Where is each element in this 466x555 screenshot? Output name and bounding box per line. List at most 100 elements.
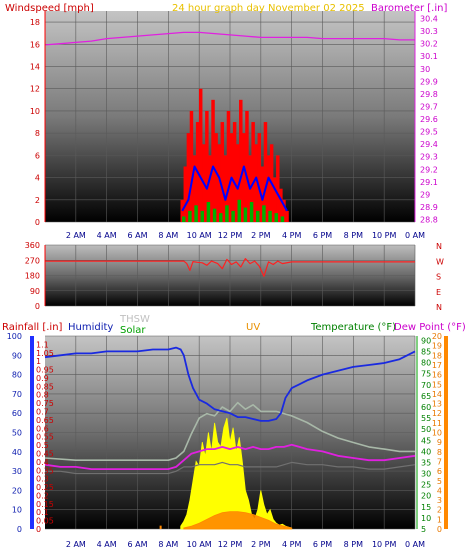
barometer-tick-label: 29.2 — [420, 165, 438, 174]
windspeed-tick-label: 8 — [35, 129, 40, 138]
temperature-tick-label: 5 — [421, 525, 426, 534]
barometer-tick-label: 30 — [420, 65, 430, 74]
wind-direction-line — [45, 258, 415, 277]
rainfall-tick-label: 0.35 — [36, 466, 54, 475]
wind-avg-bar — [219, 213, 223, 222]
wind-x-tick-label: 6 AM — [127, 231, 147, 240]
rainfall-tick-label: 0.15 — [36, 500, 54, 509]
temperature-tick-label: 90 — [421, 336, 431, 345]
barometer-tick-label: 29 — [420, 190, 430, 199]
windspeed-tick-label: 16 — [30, 40, 40, 49]
barometer-tick-label: 29.1 — [420, 178, 438, 187]
solar-tick-label: 19 — [432, 342, 442, 351]
wind-barometer-panel: 0 2 4 6 8 10 12 14 16 18 28.8 28.9 29 29.1 29.2 29.3 29… — [5, 3, 447, 240]
rainfall-tick-label: 0.9 — [36, 374, 49, 383]
wind-avg-bar — [280, 216, 285, 222]
solar-tick-label: 0 — [437, 525, 442, 534]
wind-x-tick-label: 0 AM — [405, 231, 425, 240]
temperature-tick-label: 50 — [421, 425, 431, 434]
wind-avg-bar — [256, 210, 260, 222]
wind-gust-bar — [279, 188, 283, 222]
temp-x-tick-label: 12 PM — [218, 540, 243, 549]
temperature-tick-label: 85 — [421, 348, 431, 357]
humidity-tick-label: 20 — [12, 486, 22, 495]
solar-tick-label: 16 — [432, 371, 442, 380]
temperature-tick-label: 40 — [421, 447, 431, 456]
temperature-y-ticks: 5 10 15 20 25 30 35 40 45 50 55 60 65 70 75 80 85 90 — [421, 336, 431, 534]
wind-x-ticks: 2 AM 4 AM 6 AM 8 AM 10 AM 12 PM 2 PM 4 PM 6 PM 8 … — [66, 231, 425, 240]
wind-gust-bar — [254, 144, 258, 222]
solar-tick-label: 15 — [432, 380, 442, 389]
solar-tick-label: 6 — [437, 467, 442, 476]
temperature-tick-label: 45 — [421, 436, 431, 445]
windspeed-tick-label: 4 — [35, 174, 40, 183]
wind-avg-bar — [206, 202, 211, 222]
uv-label: UV — [246, 322, 260, 333]
solar-tick-label: 14 — [432, 390, 442, 399]
thsw-line — [44, 401, 415, 462]
direction-y-ticks: 0 90 180 270 360 — [25, 241, 40, 311]
wind-gust-bar — [272, 177, 277, 222]
wind-gust-bar — [239, 99, 243, 222]
windspeed-tick-label: 2 — [35, 196, 40, 205]
solar-tick-label: 17 — [432, 361, 442, 370]
humidity-label: Humidity — [68, 322, 113, 333]
wind-x-tick-label: 2 AM — [66, 231, 86, 240]
solar-tick-label: 7 — [437, 457, 442, 466]
rainfall-bar — [282, 527, 285, 529]
solar-axis-bar — [444, 336, 448, 529]
barometer-tick-label: 30.1 — [420, 52, 438, 61]
wind-x-tick-label: 8 AM — [158, 231, 178, 240]
wind-gust-bar — [223, 155, 228, 222]
temp-gridlines — [45, 335, 416, 530]
wind-gust-bar — [186, 133, 191, 222]
barometer-tick-label: 29.7 — [420, 102, 438, 111]
rainfall-tick-label: 0.25 — [36, 483, 54, 492]
barometer-y-ticks: 28.8 28.9 29 29.1 29.2 29.3 29.4 29.5 29.6 29.7 29… — [420, 15, 438, 225]
barometer-tick-label: 30.2 — [420, 40, 438, 49]
temp-x-tick-label: 2 PM — [251, 540, 270, 549]
wind-gust-bar — [282, 199, 286, 222]
temp-series — [44, 346, 416, 530]
temperature-tick-label: 70 — [421, 381, 431, 390]
wind-y-ticks: 0 2 4 6 8 10 12 14 16 18 — [30, 18, 40, 227]
humidity-tick-label: 90 — [12, 351, 22, 360]
wind-avg-bar — [243, 207, 248, 222]
windspeed-tick-label: 12 — [30, 85, 40, 94]
barometer-tick-label: 29.9 — [420, 77, 438, 86]
solar-tick-label: 18 — [432, 351, 442, 360]
wind-x-tick-label: 10 PM — [372, 231, 397, 240]
direction-tick-label: 180 — [25, 272, 40, 281]
temp-x-tick-label: 2 AM — [66, 540, 86, 549]
wind-avg-bar — [200, 210, 204, 222]
rainfall-tick-label: 0 — [36, 525, 41, 534]
wind-x-tick-label: 10 AM — [187, 231, 212, 240]
solar-tick-label: 5 — [437, 477, 442, 486]
wind-gust-bar — [285, 210, 289, 222]
solar-area — [180, 417, 293, 530]
wind-x-tick-label: 12 PM — [218, 231, 243, 240]
direction-gridlines — [45, 244, 416, 307]
uv-area — [183, 511, 293, 530]
compass-label: S — [436, 273, 441, 282]
solar-tick-label: 1 — [437, 515, 442, 524]
solar-tick-label: 3 — [437, 496, 442, 505]
wind-avg-bar — [212, 208, 217, 222]
wind-gust-bar — [220, 122, 225, 222]
humidity-tick-label: 80 — [12, 371, 22, 380]
windspeed-tick-label: 6 — [35, 151, 40, 160]
direction-tick-label: 360 — [25, 241, 40, 250]
wind-x-tick-label: 8 PM — [344, 231, 363, 240]
wind-gust-bar — [214, 133, 218, 222]
temperature-tick-label: 65 — [421, 392, 431, 401]
rainfall-tick-label: 0.5 — [36, 441, 49, 450]
temp-x-tick-label: 6 AM — [127, 540, 147, 549]
wind-gust-bar — [189, 110, 194, 222]
direction-tick-label: 90 — [30, 287, 40, 296]
temperature-tick-label: 30 — [421, 470, 431, 479]
dew-point-label: Dew Point (°F) — [394, 322, 466, 333]
rainfall-tick-label: 0.8 — [36, 391, 49, 400]
temp-x-tick-label: 6 PM — [313, 540, 332, 549]
